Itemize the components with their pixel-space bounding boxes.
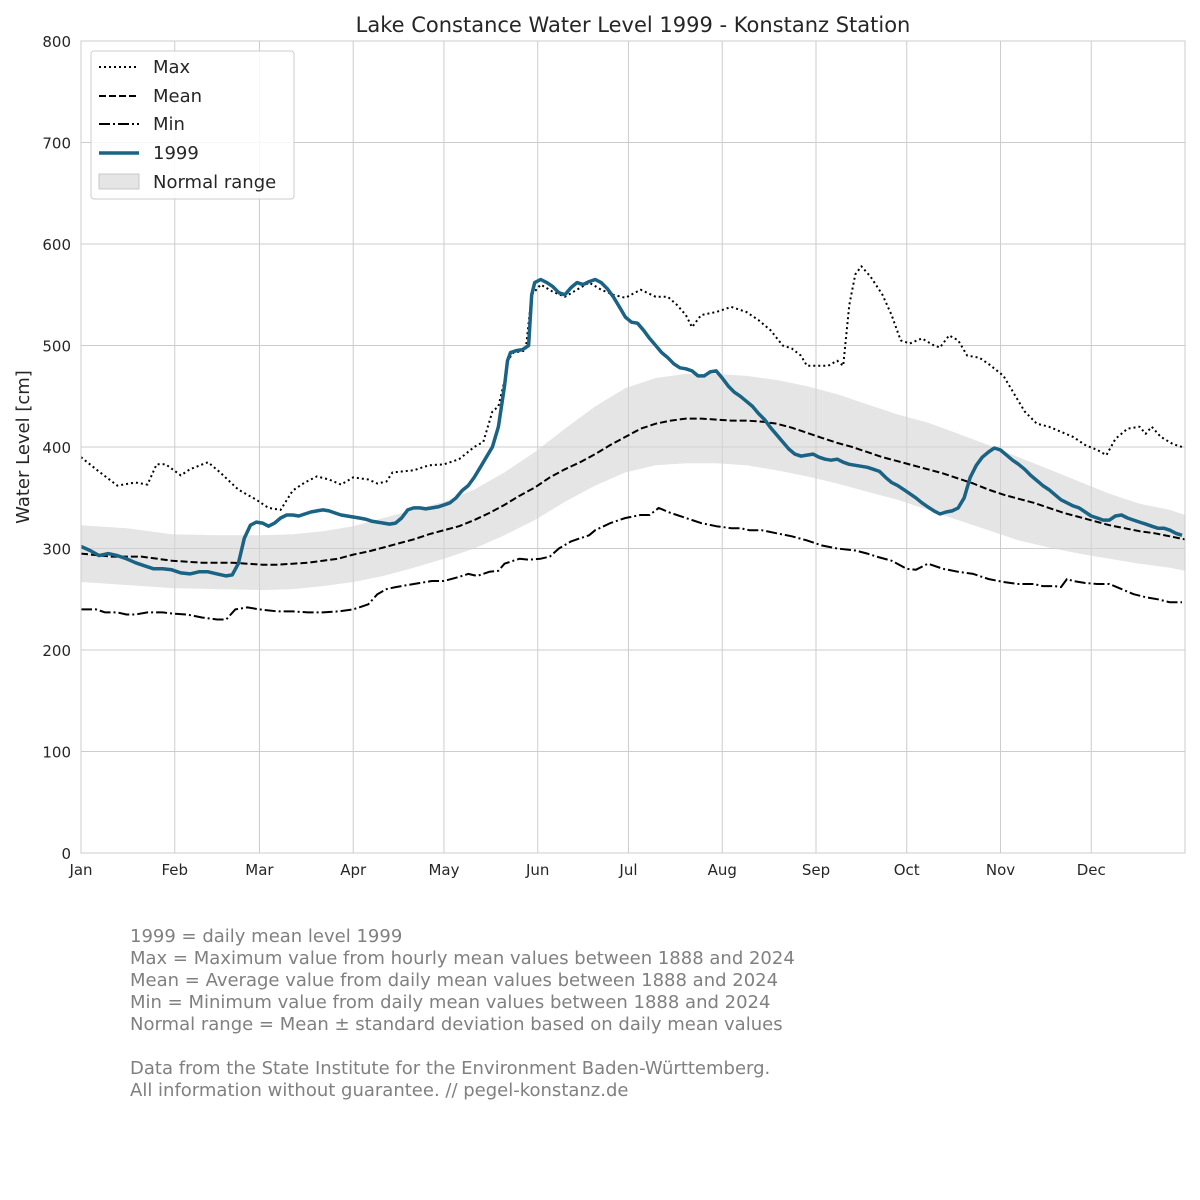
note-1999: 1999 = daily mean level 1999 (130, 926, 403, 947)
x-tick-label: Oct (894, 861, 920, 879)
x-tick-label: Mar (245, 861, 274, 879)
x-tick-label: Apr (340, 861, 367, 879)
legend-box (90, 50, 295, 200)
legend-max-label: Max (153, 57, 191, 78)
series-line-max (80, 265, 1183, 511)
series-line-1999 (80, 277, 1183, 578)
legend: Max Mean Min 1999 Normal range (90, 50, 295, 200)
y-axis-label: Water Level [cm] (13, 370, 34, 524)
x-tick-label: Jun (525, 861, 549, 879)
normal-range-band (81, 373, 1185, 591)
x-tick-label: May (428, 861, 459, 879)
series-line-mean (80, 417, 1186, 566)
x-tick-label: Nov (986, 861, 1015, 879)
note-min: Min = Minimum value from daily mean valu… (130, 992, 771, 1013)
y-tick-label: 0 (61, 845, 71, 863)
series-layer (80, 265, 1186, 621)
legend-min-label: Min (153, 114, 185, 135)
chart-notes: 1999 = daily mean level 1999 Max = Maxim… (130, 926, 795, 1102)
y-tick-label: 100 (42, 744, 71, 762)
y-tick-label: 400 (42, 439, 71, 457)
x-tick-label: Jul (618, 861, 637, 879)
y-axis-ticks: 0 100 200 300 400 500 600 700 800 (42, 33, 71, 863)
disclaimer-note: All information without guarantee. // pe… (130, 1080, 629, 1101)
x-tick-label: Aug (708, 861, 737, 879)
x-tick-label: Feb (161, 861, 188, 879)
x-tick-label: Jan (68, 861, 92, 879)
normal-range-band-layer (81, 373, 1185, 591)
y-tick-label: 800 (42, 33, 71, 51)
legend-normal-range-label: Normal range (153, 172, 276, 193)
legend-1999-label: 1999 (153, 143, 199, 164)
source-note: Data from the State Institute for the En… (130, 1058, 771, 1079)
note-max: Max = Maximum value from hourly mean val… (130, 948, 795, 969)
y-tick-label: 700 (42, 135, 71, 153)
y-tick-label: 600 (42, 236, 71, 254)
notes-spacer (130, 1036, 795, 1058)
note-normal-range: Normal range = Mean ± standard deviation… (130, 1014, 783, 1035)
x-tick-label: Sep (802, 861, 830, 879)
legend-mean-label: Mean (153, 86, 202, 107)
chart-title: Lake Constance Water Level 1999 - Konsta… (356, 13, 911, 37)
y-tick-label: 300 (42, 541, 71, 559)
legend-normal-range-swatch (98, 173, 140, 190)
note-mean: Mean = Average value from daily mean val… (130, 970, 779, 991)
x-axis-ticks: Jan Feb Mar Apr May Jun Jul Aug Sep Oct Nov Dec (68, 861, 1105, 879)
y-tick-label: 500 (42, 338, 71, 356)
y-tick-label: 200 (42, 642, 71, 660)
water-level-chart: 0 100 200 300 400 500 600 700 800 Jan Feb Mar Apr Ma… (13, 13, 1186, 879)
x-tick-label: Dec (1077, 861, 1106, 879)
plot-frame (80, 40, 1186, 854)
